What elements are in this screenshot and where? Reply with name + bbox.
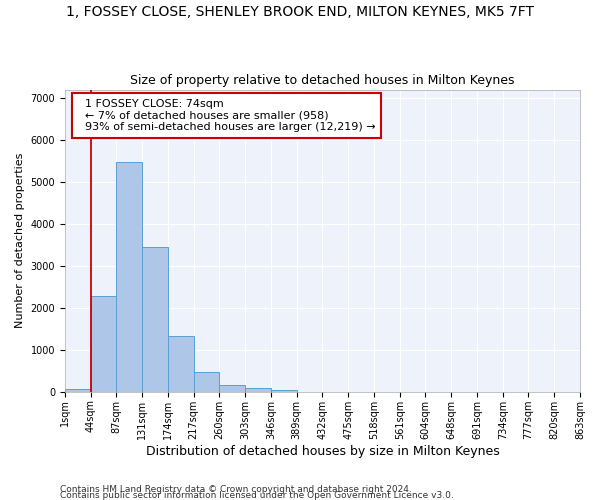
- X-axis label: Distribution of detached houses by size in Milton Keynes: Distribution of detached houses by size …: [146, 444, 499, 458]
- Bar: [91, 296, 116, 392]
- Text: 1, FOSSEY CLOSE, SHENLEY BROOK END, MILTON KEYNES, MK5 7FT: 1, FOSSEY CLOSE, SHENLEY BROOK END, MILT…: [66, 5, 534, 19]
- Bar: [194, 372, 220, 392]
- Bar: [245, 388, 271, 392]
- Text: 1 FOSSEY CLOSE: 74sqm
  ← 7% of detached houses are smaller (958)
  93% of semi-: 1 FOSSEY CLOSE: 74sqm ← 7% of detached h…: [78, 99, 376, 132]
- Bar: [220, 386, 245, 392]
- Text: Contains HM Land Registry data © Crown copyright and database right 2024.: Contains HM Land Registry data © Crown c…: [60, 484, 412, 494]
- Bar: [142, 248, 168, 392]
- Bar: [116, 162, 142, 392]
- Bar: [271, 390, 296, 392]
- Y-axis label: Number of detached properties: Number of detached properties: [15, 153, 25, 328]
- Bar: [65, 388, 91, 392]
- Text: Contains public sector information licensed under the Open Government Licence v3: Contains public sector information licen…: [60, 490, 454, 500]
- Bar: [168, 336, 194, 392]
- Title: Size of property relative to detached houses in Milton Keynes: Size of property relative to detached ho…: [130, 74, 515, 87]
